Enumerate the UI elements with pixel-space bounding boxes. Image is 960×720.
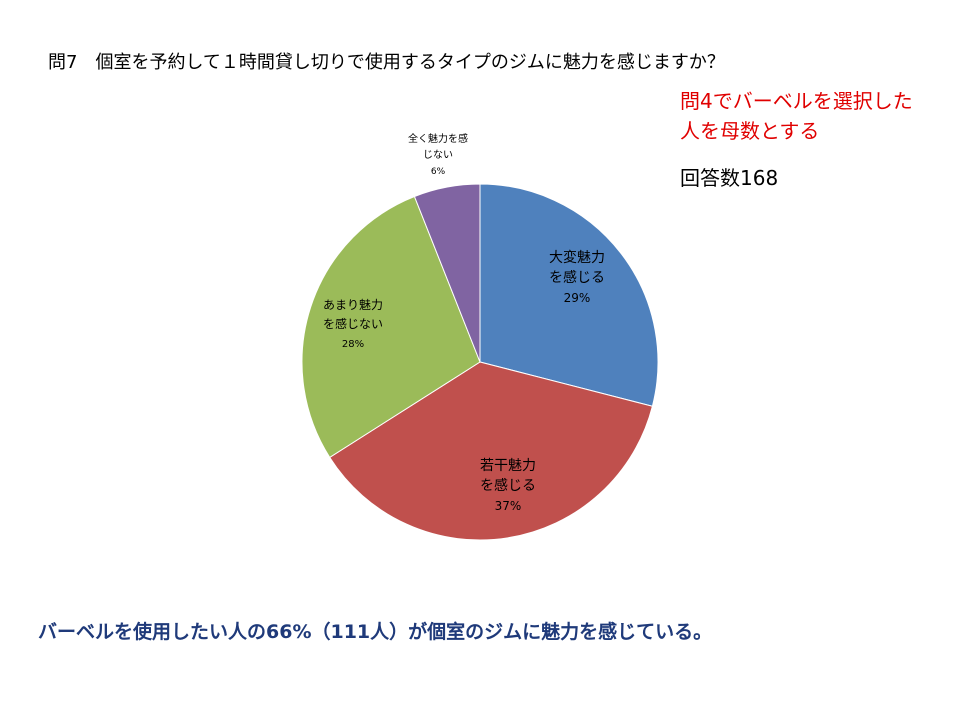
- slice-category-label: 若干魅力: [480, 458, 536, 474]
- slice-value-label: 28%: [342, 339, 364, 350]
- slice-category-label: を感じない: [323, 316, 383, 331]
- base-note: 問4でバーベルを選択した 人を母数とする: [680, 86, 913, 146]
- base-note-line-1: 問4でバーベルを選択した: [680, 89, 913, 113]
- conclusion-text: バーベルを使用したい人の66%（111人）が個室のジムに魅力を感じている。: [38, 621, 713, 643]
- slice-category-label: 大変魅力: [549, 249, 605, 266]
- slice-category-label: を感じる: [480, 477, 536, 494]
- slice-category-label: 全く魅力を感: [408, 132, 468, 145]
- pie-slice-very-attractive: [479, 183, 659, 407]
- slice-category-label: を感じる: [549, 269, 605, 286]
- question-title: 問7 個室を予約して１時間貸し切りで使用するタイプのジムに魅力を感じますか？: [48, 52, 725, 73]
- slice-category-label: あまり魅力: [323, 297, 383, 312]
- slice-category-label: じない: [423, 149, 453, 161]
- slice-value-label: 29%: [564, 291, 591, 305]
- pie-slice-not-attractive-at-all: [413, 183, 481, 363]
- pie-slice-not-very-attractive: [301, 195, 481, 459]
- slice-value-label: 37%: [495, 499, 522, 513]
- base-note-line-2: 人を母数とする: [680, 119, 820, 143]
- response-count: 回答数168: [680, 166, 779, 190]
- slice-value-label: 6%: [431, 167, 446, 177]
